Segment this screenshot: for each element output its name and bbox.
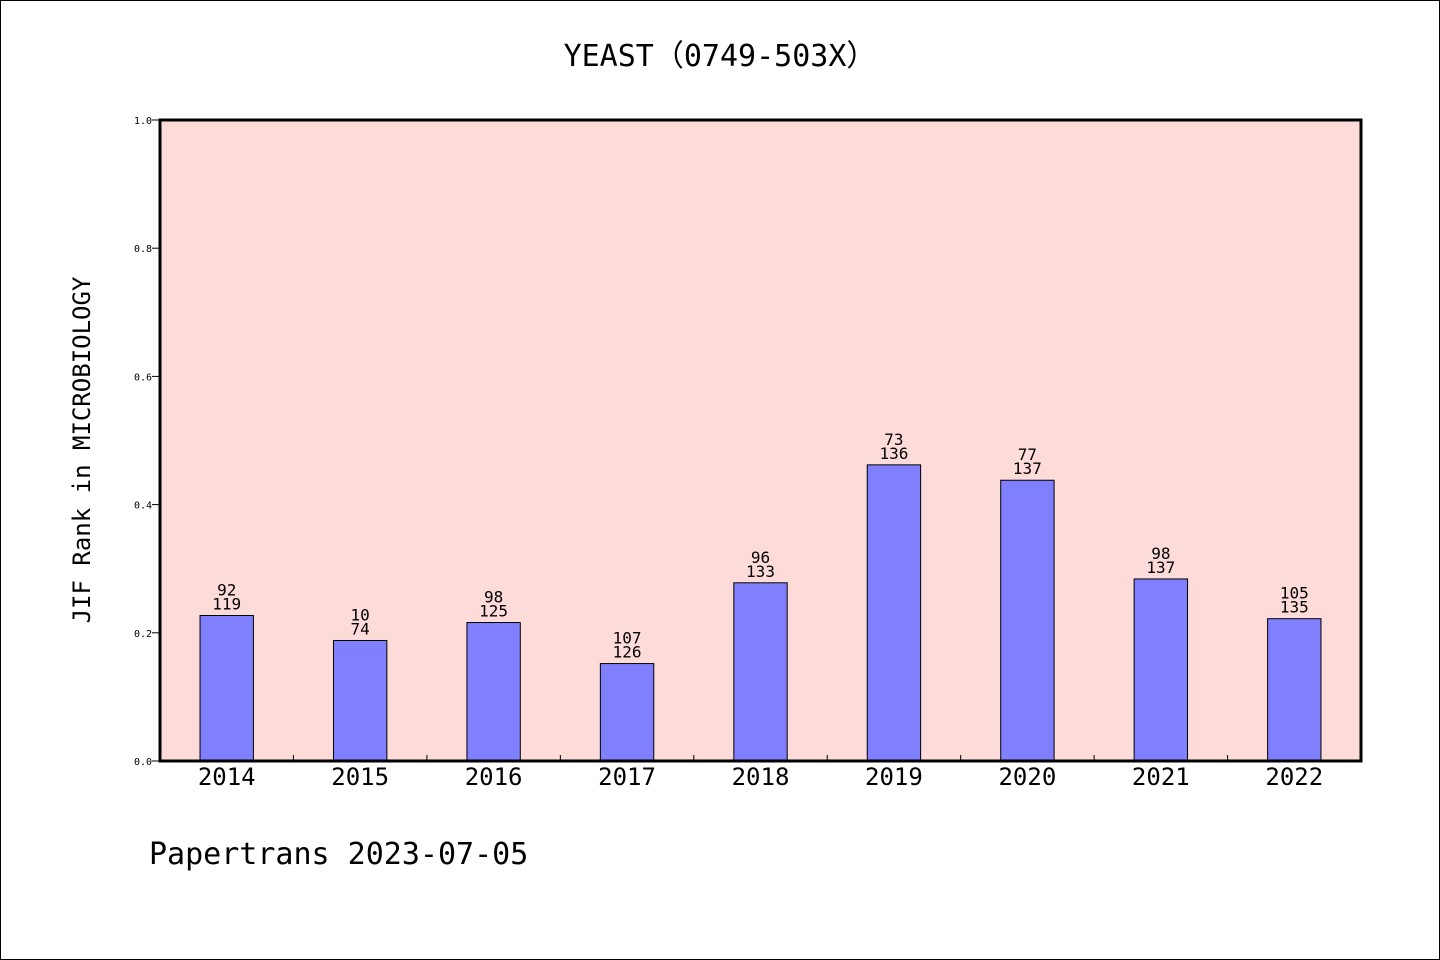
x-tick-label: 2021 xyxy=(1132,763,1190,791)
x-tick-label: 2020 xyxy=(998,763,1056,791)
y-tick-label: 0.6 xyxy=(134,372,152,383)
y-axis-label: JIF Rank in MICROBIOLOGY xyxy=(68,276,96,623)
bar-total-label: 125 xyxy=(479,602,508,621)
bar-2016 xyxy=(466,622,521,762)
bar-rank-label: 98 xyxy=(484,588,503,607)
x-axis-ticks: 2014 2015 2016 2017 2018 2019 2020 2021 2022 xyxy=(198,755,1323,791)
bar-rank-label: 98 xyxy=(1151,544,1170,563)
bar-total-label: 135 xyxy=(1280,598,1309,617)
bar-2014 xyxy=(199,614,254,762)
bar-rank-label: 107 xyxy=(613,629,642,648)
bar-2018 xyxy=(733,582,788,762)
bar-2017 xyxy=(599,663,655,762)
bar-rank-label: 10 xyxy=(351,605,370,624)
y-tick-label: 0.4 xyxy=(134,501,152,512)
x-tick-label: 2019 xyxy=(865,763,923,791)
bar-rank-label: 73 xyxy=(884,430,903,449)
y-axis-ticks: 0.0 0.2 0.4 0.6 0.8 1.0 xyxy=(134,116,160,768)
bar-total-label: 137 xyxy=(1146,558,1175,577)
y-tick-label: 0.0 xyxy=(134,757,152,768)
chart-title: YEAST（0749-503X） xyxy=(564,39,877,74)
bar-rank-label: 77 xyxy=(1018,445,1037,464)
bar-rank-label: 96 xyxy=(751,548,770,567)
x-tick-label: 2016 xyxy=(465,763,523,791)
bar-2015 xyxy=(332,639,388,762)
bar-total-label: 126 xyxy=(613,643,642,662)
footer-credit: Papertrans 2023-07-05 xyxy=(149,837,528,872)
bar-2022 xyxy=(1267,618,1322,762)
plot-border xyxy=(158,118,1363,763)
bar-2020 xyxy=(1000,479,1055,762)
x-tick-label: 2017 xyxy=(598,763,656,791)
y-tick-label: 0.8 xyxy=(134,244,152,255)
bar-total-label: 136 xyxy=(879,444,908,463)
bar-2019 xyxy=(866,464,922,762)
x-tick-label: 2018 xyxy=(732,763,790,791)
bar-rank-label: 105 xyxy=(1280,584,1309,603)
bar-2021 xyxy=(1133,578,1189,762)
x-tick-label: 2022 xyxy=(1265,763,1323,791)
bar-total-label: 137 xyxy=(1013,459,1042,478)
y-tick-label: 1.0 xyxy=(134,116,152,127)
x-tick-label: 2014 xyxy=(198,763,256,791)
y-tick-label: 0.2 xyxy=(134,629,152,640)
bar-total-label: 119 xyxy=(212,594,241,613)
x-tick-label: 2015 xyxy=(331,763,389,791)
bar-total-label: 133 xyxy=(746,562,775,581)
bar-rank-label: 92 xyxy=(217,580,236,599)
bar-total-label: 74 xyxy=(351,619,370,638)
